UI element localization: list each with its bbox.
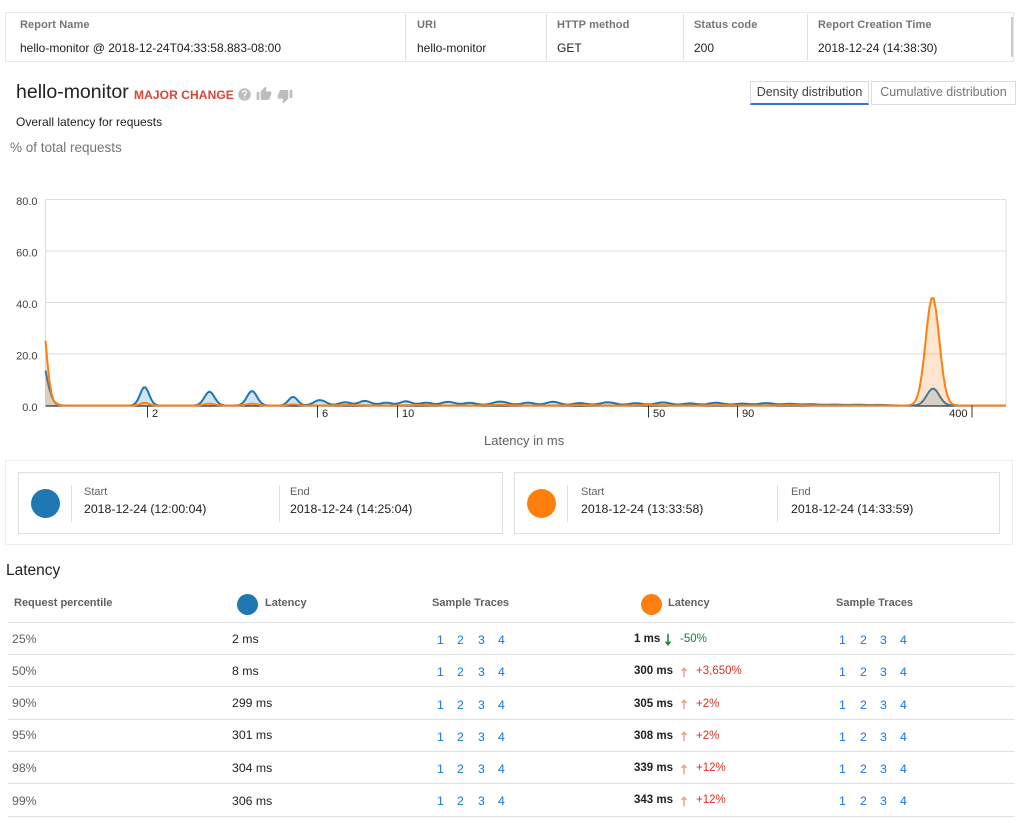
svg-text:20.0: 20.0	[16, 351, 37, 363]
svg-text:60.0: 60.0	[16, 248, 37, 260]
svg-text:400: 400	[949, 408, 967, 420]
svg-text:90: 90	[742, 408, 754, 420]
svg-text:80.0: 80.0	[16, 196, 37, 208]
svg-text:6: 6	[322, 408, 328, 420]
svg-text:10: 10	[402, 408, 414, 420]
svg-text:50: 50	[653, 408, 665, 420]
svg-text:40.0: 40.0	[16, 299, 37, 311]
svg-text:2: 2	[152, 408, 158, 420]
svg-text:0.0: 0.0	[22, 402, 37, 414]
